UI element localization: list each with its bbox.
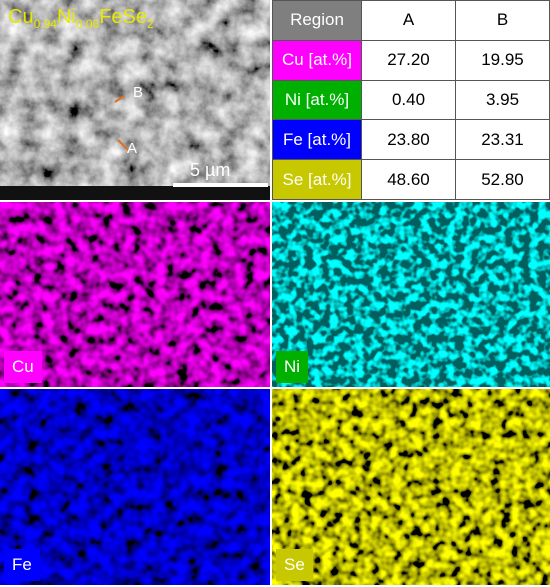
row-label: Fe [at.%] bbox=[272, 119, 362, 161]
se-map: Se bbox=[272, 389, 550, 585]
cell: 23.31 bbox=[455, 119, 550, 161]
ni-map: Ni bbox=[272, 202, 550, 387]
map-label: Fe bbox=[4, 549, 40, 581]
cell: 0.40 bbox=[361, 79, 456, 121]
cell: 23.80 bbox=[361, 119, 456, 161]
cu-map: Cu bbox=[0, 202, 270, 387]
header-cell: B bbox=[455, 0, 550, 41]
sem-image: Cu0.94Ni0.06FeSe2 B A 5 µm bbox=[0, 0, 270, 200]
point-label: B bbox=[133, 84, 144, 101]
row-label: Cu [at.%] bbox=[272, 39, 362, 81]
scale-label: 5 µm bbox=[190, 160, 231, 180]
cell: 48.60 bbox=[361, 159, 456, 200]
header-cell: Region bbox=[272, 0, 362, 41]
cell: 52.80 bbox=[455, 159, 550, 200]
table: Region A B Cu [at.%] 27.20 19.95 Ni [at.%] 0.… bbox=[272, 0, 550, 200]
cell: 3.95 bbox=[455, 79, 550, 121]
map-label: Se bbox=[276, 549, 313, 581]
map-label: Cu bbox=[4, 351, 42, 383]
cell: 27.20 bbox=[361, 39, 456, 81]
formula: Cu0.94Ni0.06FeSe2 bbox=[8, 6, 154, 31]
cell: 19.95 bbox=[455, 39, 550, 81]
point-label: A bbox=[127, 140, 138, 157]
header-cell: A bbox=[361, 0, 456, 41]
row-label: Ni [at.%] bbox=[272, 79, 362, 121]
row-label: Se [at.%] bbox=[272, 159, 362, 200]
fe-map: Fe bbox=[0, 389, 270, 585]
map-label: Ni bbox=[276, 351, 309, 383]
